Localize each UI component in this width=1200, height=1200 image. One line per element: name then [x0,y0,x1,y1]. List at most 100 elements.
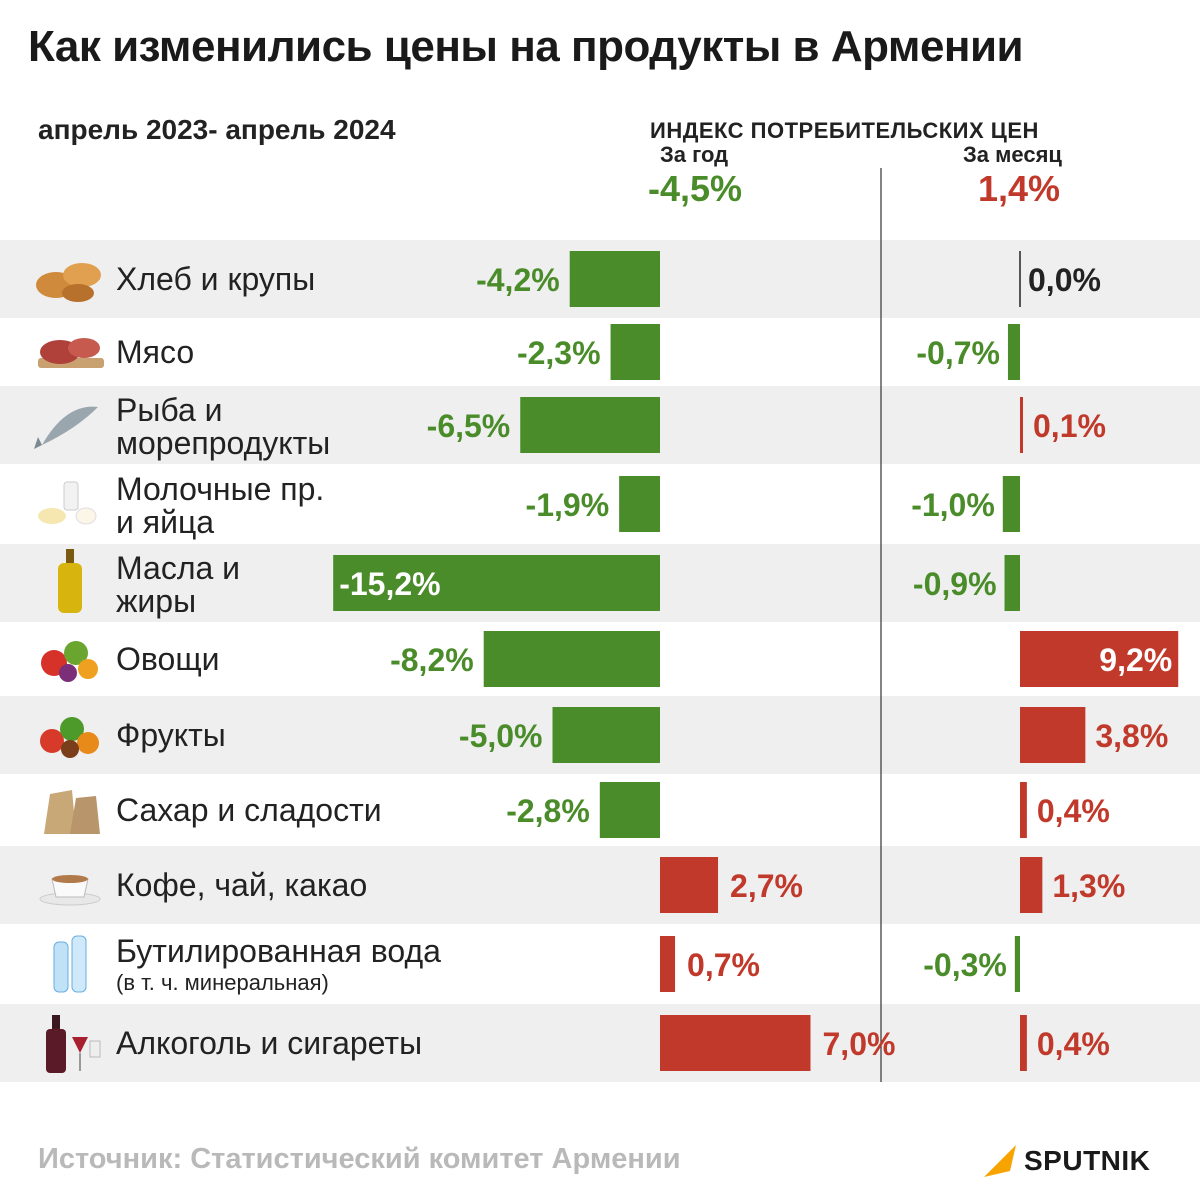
cabbage-shape [64,641,88,665]
month-bar [1020,631,1179,687]
grape-shape [59,664,77,682]
year-bar [552,707,660,763]
category-label: Алкоголь и сигареты [116,1025,422,1061]
year-bar [569,251,660,307]
year-value-label: 0,7% [687,947,760,983]
dairy-icon [38,481,97,525]
month-bar [1007,324,1020,380]
cpi-title: ИНДЕКС ПОТРЕБИТЕЛЬСКИХ ЦЕН [650,118,1039,143]
year-bar [660,857,719,913]
water-bottle-shape [71,935,87,993]
month-bar [1002,476,1020,532]
category-sublabel: (в т. ч. минеральная) [116,970,329,995]
category-label-line: жиры [116,583,196,619]
fruits-icon [40,717,99,758]
category-label-line: Молочные пр. [116,471,324,507]
sack-shape [70,796,100,834]
category-label: Молочные пр. и яйца [116,471,324,540]
year-bar [483,631,660,687]
wine-icon [46,1015,101,1073]
water-bottles-icon [53,935,87,993]
bottle-neck-shape [66,549,74,563]
fruit-shape [77,732,99,754]
month-column-label: За месяц [963,142,1062,167]
year-total-value: -4,5% [648,168,743,209]
year-value-label: -6,5% [427,408,511,444]
category-label: Мясо [116,334,194,370]
month-bar [1020,397,1023,453]
bread-loaf-shape [63,263,101,287]
sputnik-logo: SPUTNIK [980,1140,1150,1182]
month-bar [1020,782,1027,838]
year-value-label: -2,3% [517,335,601,371]
sugar-sack-icon [44,790,100,834]
month-bar [1020,1015,1027,1071]
year-value-label: -1,9% [526,487,610,523]
month-value-label: -0,9% [913,566,997,602]
year-bar [660,1015,811,1071]
vegetables-icon [41,641,98,682]
fruit-shape [61,740,79,758]
category-label: Рыба и морепродукты [116,392,330,461]
wine-glass-shape [72,1037,88,1053]
period-label: апрель 2023- апрель 2024 [38,114,396,145]
month-value-label: 9,2% [1099,642,1172,678]
month-value-label: 0,4% [1037,1026,1110,1062]
bottle-body-shape [58,563,82,613]
month-value-label: 0,4% [1037,793,1110,829]
year-column-label: За год [660,142,729,167]
year-bar [520,397,660,453]
category-label: Хлеб и крупы [116,261,315,297]
category-label-line: и яйца [116,504,214,540]
bread-icon [36,263,101,302]
page-title: Как изменились цены на продукты в Армени… [28,22,1024,71]
year-value-label: -2,8% [506,793,590,829]
category-label: Фрукты [116,717,226,753]
sputnik-logo-icon [984,1145,1016,1177]
sack-shape [44,790,76,834]
row-background [0,1004,1200,1082]
meat-piece-shape [68,338,100,358]
year-bar [333,555,660,611]
month-value-label: -1,0% [911,487,995,523]
category-label-line: Рыба и [116,392,223,428]
coffee-surface-shape [52,875,88,883]
year-value-label: -15,2% [339,566,440,602]
row-background [0,846,1200,924]
year-value-label: -4,2% [476,262,560,298]
month-bar [1004,555,1020,611]
month-value-label: 0,1% [1033,408,1106,444]
source-note: Источник: Статистический комитет Армении [38,1143,681,1175]
month-value-label: 0,0% [1028,262,1101,298]
pepper-shape [78,659,98,679]
year-value-label: -8,2% [390,642,474,678]
year-value-label: 7,0% [823,1026,896,1062]
category-label: Сахар и сладости [116,792,382,828]
month-value-label: 3,8% [1095,718,1168,754]
egg-shape [75,507,97,525]
year-bar [599,782,660,838]
year-bar [619,476,660,532]
year-bar [660,936,676,992]
month-total-value: 1,4% [978,168,1061,209]
category-label-line: Масла и [116,550,240,586]
fruit-shape [60,717,84,741]
year-value-label: 2,7% [730,868,803,904]
month-value-label: 1,3% [1052,868,1125,904]
year-bar [610,324,660,380]
fish-body-shape [42,406,98,445]
month-value-label: -0,3% [923,947,1007,983]
water-bottle-shape [53,941,69,993]
logo-text: SPUTNIK [1024,1145,1151,1176]
year-value-label: -5,0% [459,718,543,754]
milk-bottle-shape [63,481,79,511]
fish-tail-shape [34,437,42,449]
category-label: Кофе, чай, какао [116,867,367,903]
category-label-line: морепродукты [116,425,330,461]
bread-loaf-shape [62,284,94,302]
wine-bottle-shape [46,1029,66,1073]
category-label: Овощи [116,641,220,677]
coffee-cup-icon [39,875,101,906]
month-value-label: -0,7% [916,335,1000,371]
